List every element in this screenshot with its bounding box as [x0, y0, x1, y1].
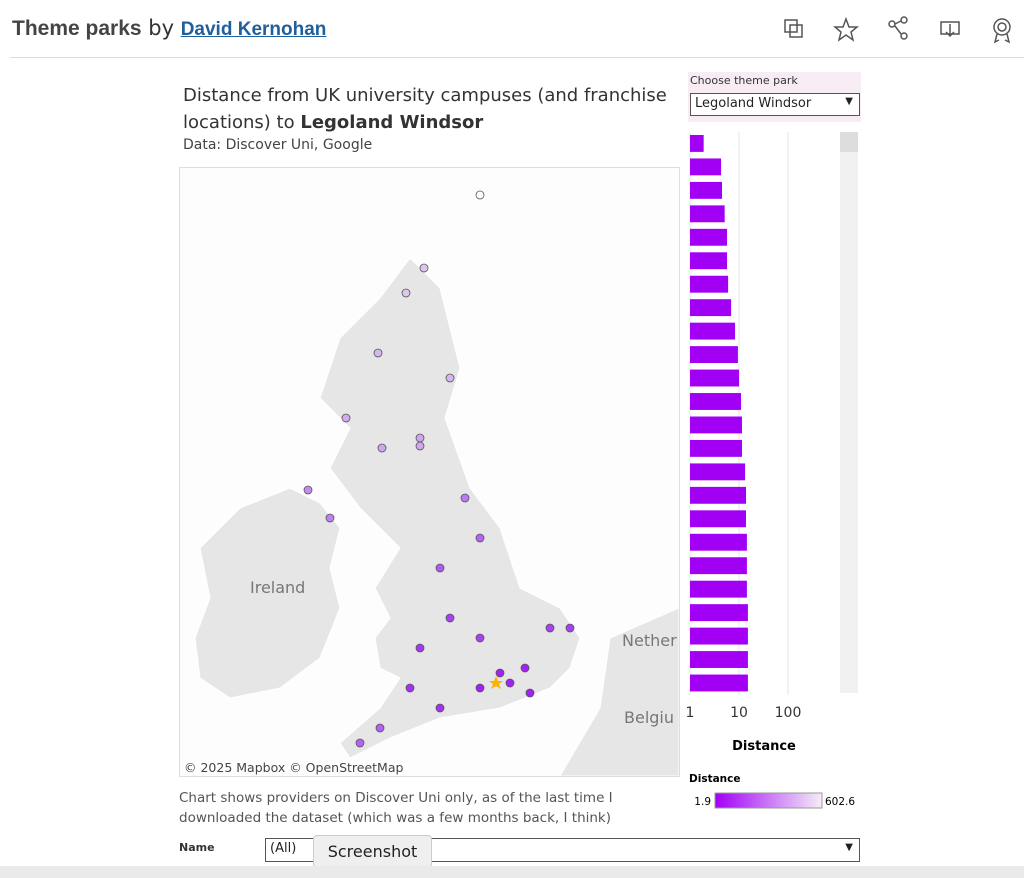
scroll-thumb: [840, 132, 858, 152]
dropdown-value: (All): [270, 841, 297, 856]
share-icon[interactable]: [888, 16, 908, 40]
bar: [690, 580, 747, 598]
legend-title: Distance: [689, 773, 741, 785]
copy-icon[interactable]: [784, 19, 803, 38]
bar: [690, 486, 747, 504]
author-link[interactable]: David Kernohan: [180, 19, 327, 40]
bar: [690, 533, 747, 551]
bar: [690, 393, 742, 410]
title-park: Legoland Windsor: [300, 112, 484, 133]
x-tick-label: 100: [775, 705, 802, 721]
source: Data: Discover Uni, Google: [183, 137, 373, 153]
ireland: [194, 487, 341, 699]
filter-label: Choose theme park: [690, 74, 798, 87]
bar: [690, 627, 748, 645]
x-tick-label: 1: [686, 705, 695, 721]
tooltip: Screenshot: [313, 835, 432, 868]
map-label: Nether: [622, 631, 677, 650]
great-britain: [319, 257, 581, 759]
attribution: © 2025 Mapbox © OpenStreetMap: [184, 760, 403, 775]
legend-gradient: [714, 792, 823, 809]
bar: [690, 439, 742, 457]
bar: [690, 228, 728, 246]
by: by: [148, 16, 175, 40]
toolbar: [784, 16, 1011, 44]
bar: [690, 604, 748, 622]
name-label: Name: [179, 841, 215, 854]
download-icon[interactable]: [940, 21, 960, 38]
title-text: Distance from UK university campuses (an…: [183, 85, 667, 133]
bar: [690, 181, 723, 199]
bar: [690, 651, 748, 668]
legend-max: 602.6: [825, 796, 855, 808]
bar: [690, 463, 746, 481]
map[interactable]: Ireland Nether Belgiu © 2025 Mapbox © Op…: [179, 167, 680, 777]
park-dropdown[interactable]: Legoland Windsor ▼: [690, 93, 860, 116]
bar: [690, 205, 725, 223]
map-label: Belgiu: [624, 708, 674, 727]
x-tick-label: 10: [730, 705, 748, 721]
bar: [690, 369, 739, 387]
separator: [10, 57, 1024, 58]
provider-dots: [303, 190, 575, 748]
page-title: Theme parks: [12, 17, 142, 40]
bar: [690, 135, 704, 152]
bar: [690, 416, 742, 434]
bar-chart: Distance Distance 1 10 100 1.9 602.6: [686, 132, 858, 809]
bar: [690, 322, 736, 340]
map-label: Ireland: [250, 578, 305, 597]
footnote: Chart shows providers on Discover Uni on…: [179, 790, 613, 826]
x-axis-title: Distance: [732, 739, 796, 754]
dropdown-value: Legoland Windsor: [695, 96, 812, 111]
toolbar-strip: [0, 866, 1024, 878]
bar: [690, 158, 722, 176]
favorite-icon[interactable]: [832, 16, 860, 42]
header: Theme parks by David Kernohan: [12, 16, 326, 41]
bar: [690, 299, 732, 317]
bar: [690, 510, 747, 528]
badge-icon[interactable]: [993, 18, 1011, 44]
legend-min: 1.9: [694, 796, 711, 808]
scrollbar: [840, 132, 858, 693]
bar: [690, 346, 738, 364]
viz-title: Distance from UK university campuses (an…: [183, 82, 673, 136]
bar: [690, 557, 747, 575]
map-canvas: Ireland Nether Belgiu © 2025 Mapbox © Op…: [184, 190, 680, 777]
bar: [690, 674, 748, 692]
bar: [690, 252, 728, 270]
bar: [690, 275, 729, 293]
